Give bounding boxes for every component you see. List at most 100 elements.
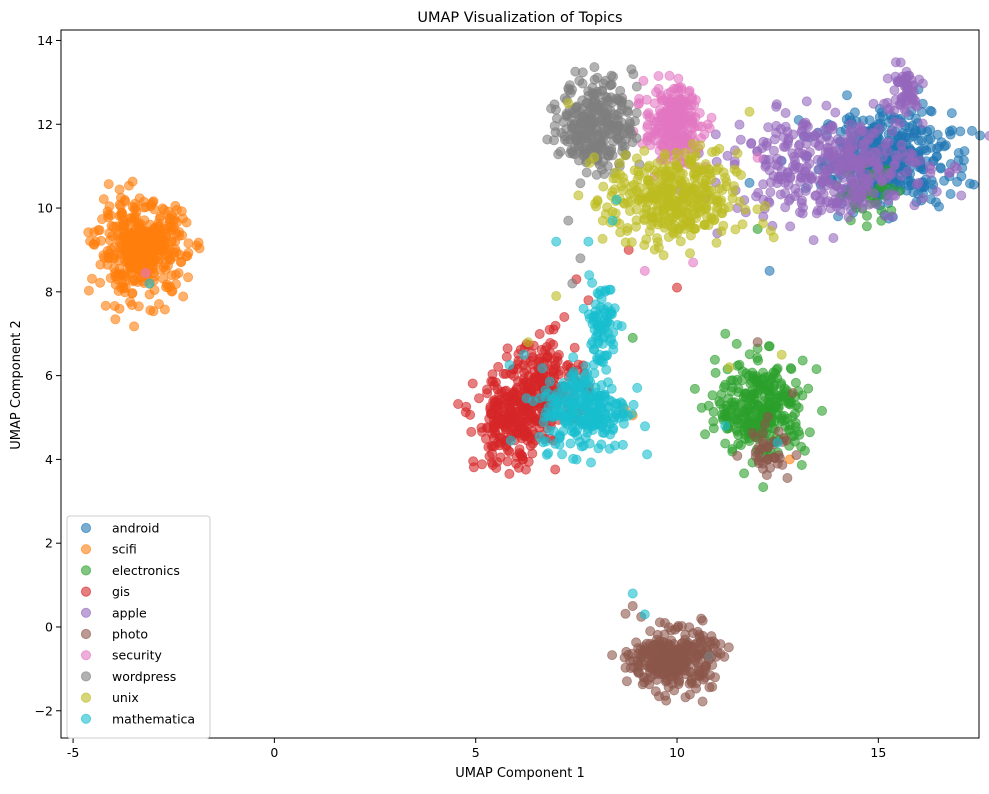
y-tick-label: −2: [35, 703, 53, 718]
data-point-android: [956, 127, 965, 136]
data-point-scifi: [134, 302, 143, 311]
data-point-gis: [522, 365, 531, 374]
data-point-android: [875, 113, 884, 122]
data-point-electronics: [759, 483, 768, 492]
legend-label-unix: unix: [112, 690, 139, 705]
data-point-apple: [789, 130, 798, 139]
data-point-unix: [645, 161, 654, 170]
data-point-mathematica: [538, 364, 547, 373]
data-point-apple: [770, 135, 779, 144]
data-point-apple: [890, 117, 899, 126]
x-tick-label: 10: [669, 745, 685, 760]
data-point-wordpress: [543, 135, 552, 144]
data-point-mathematica: [579, 441, 588, 450]
data-point-mathematica: [627, 409, 636, 418]
data-point-android: [914, 136, 923, 145]
data-point-gis: [555, 366, 564, 375]
data-point-scifi: [124, 259, 133, 268]
data-point-electronics: [744, 404, 753, 413]
data-point-unix: [724, 203, 733, 212]
data-point-android: [976, 131, 985, 140]
data-point-android: [959, 156, 968, 165]
data-point-unix: [623, 226, 632, 235]
data-point-mathematica: [552, 237, 561, 246]
data-point-android: [850, 108, 859, 117]
data-point-electronics: [727, 387, 736, 396]
data-point-apple: [950, 162, 959, 171]
data-point-apple: [895, 77, 904, 86]
data-point-gis: [519, 374, 528, 383]
data-point-wordpress: [598, 98, 607, 107]
data-point-apple: [869, 99, 878, 108]
data-point-unix: [653, 159, 662, 168]
data-point-photo: [628, 601, 637, 610]
data-point-wordpress: [562, 109, 571, 118]
legend: androidscifielectronicsgisapplephotosecu…: [67, 516, 210, 738]
data-point-mathematica: [566, 439, 575, 448]
data-point-electronics: [710, 355, 719, 364]
y-tick-label: 2: [45, 536, 53, 551]
data-point-mathematica: [591, 383, 600, 392]
data-point-scifi: [89, 240, 98, 249]
data-point-gis: [512, 383, 521, 392]
data-point-mathematica: [773, 438, 782, 447]
data-point-scifi: [115, 185, 124, 194]
data-point-mathematica: [544, 449, 553, 458]
data-point-android: [935, 142, 944, 151]
data-point-photo: [668, 679, 677, 688]
data-point-wordpress: [604, 125, 613, 134]
data-point-photo: [638, 680, 647, 689]
data-point-electronics: [724, 412, 733, 421]
data-point-scifi: [136, 219, 145, 228]
data-point-scifi: [84, 286, 93, 295]
data-point-apple: [888, 127, 897, 136]
data-point-electronics: [797, 460, 806, 469]
x-axis-label: UMAP Component 1: [455, 766, 584, 781]
data-point-electronics: [817, 406, 826, 415]
data-point-mathematica: [721, 421, 730, 430]
data-point-unix: [741, 205, 750, 214]
data-point-wordpress: [587, 132, 596, 141]
data-point-unix: [676, 237, 685, 246]
data-point-apple: [902, 108, 911, 117]
data-point-gis: [477, 460, 486, 469]
data-point-unix: [701, 188, 710, 197]
data-point-photo: [608, 651, 617, 660]
data-point-apple: [870, 189, 879, 198]
data-point-mathematica: [558, 450, 567, 459]
data-point-wordpress: [578, 119, 587, 128]
data-point-apple: [838, 164, 847, 173]
data-point-wordpress: [625, 117, 634, 126]
data-point-apple: [800, 167, 809, 176]
data-point-scifi: [179, 292, 188, 301]
data-point-mathematica: [584, 237, 593, 246]
data-point-unix: [672, 148, 681, 157]
data-point-mathematica: [617, 322, 626, 331]
data-point-scifi: [152, 227, 161, 236]
data-point-unix: [630, 166, 639, 175]
data-point-unix: [745, 107, 754, 116]
data-point-photo: [705, 683, 714, 692]
data-point-electronics: [733, 427, 742, 436]
data-point-apple: [890, 161, 899, 170]
data-point-unix: [599, 182, 608, 191]
data-point-mathematica: [600, 410, 609, 419]
data-point-apple: [904, 71, 913, 80]
data-point-unix: [733, 149, 742, 158]
data-point-apple: [779, 142, 788, 151]
data-point-unix: [675, 225, 684, 234]
data-point-wordpress: [582, 168, 591, 177]
data-point-scifi: [184, 273, 193, 282]
data-point-apple: [816, 198, 825, 207]
data-point-security: [672, 84, 681, 93]
legend-marker-apple: [81, 608, 90, 617]
data-point-photo: [774, 427, 783, 436]
data-point-wordpress: [568, 279, 577, 288]
data-point-unix: [574, 191, 583, 200]
data-point-electronics: [765, 342, 774, 351]
data-point-scifi: [182, 218, 191, 227]
data-point-scifi: [120, 288, 129, 297]
data-point-unix: [777, 350, 786, 359]
data-point-security: [634, 99, 643, 108]
